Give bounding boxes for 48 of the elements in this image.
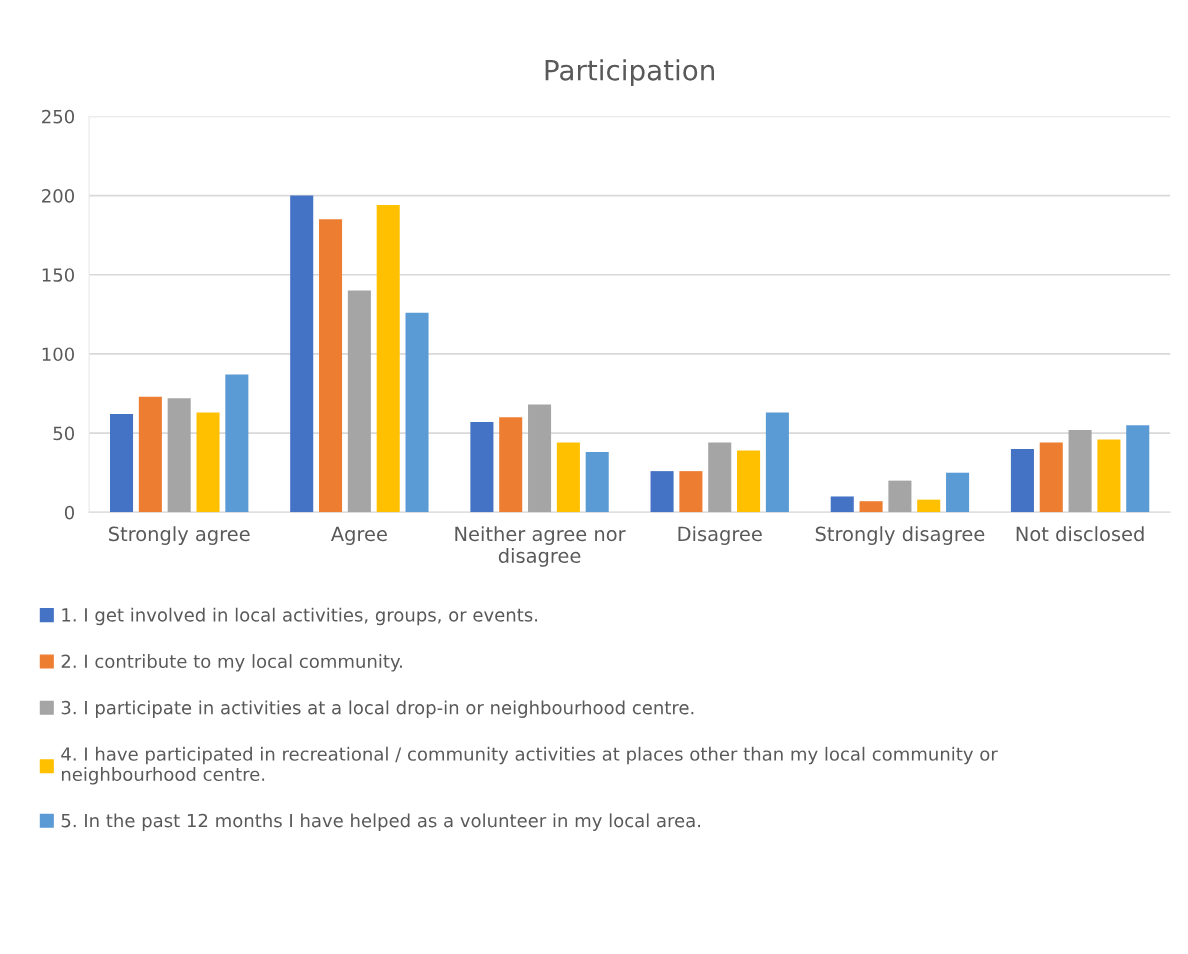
y-tick-label: 250 [42,109,75,124]
bar [290,195,314,513]
bar [946,472,970,513]
x-tick-label: Not disclosed [1016,526,1144,542]
bar [679,471,703,513]
legend-label: 4. I have participated in recreational / community activities at places other than my local community or neighbourhood centre. [61,746,998,785]
bar [405,312,429,513]
bar [499,417,523,513]
bar [917,499,941,513]
bar [1097,439,1121,513]
y-tick-label: 0 [64,505,75,520]
y-tick-label: 150 [42,268,75,282]
bar [650,471,674,513]
bar [888,480,912,513]
x-tick-label: Agree [330,526,387,546]
bar [196,412,220,513]
bar [376,205,400,513]
bar [110,414,134,513]
bar [347,290,371,513]
bar [830,496,854,513]
legend-label: 3. I participate in activities at a local drop-in or neighbourhood centre. [61,700,694,718]
chart-title: Participation [545,59,714,87]
legend-label: 5. In the past 12 months I have helped as a volunteer in my local area. [61,813,701,831]
bar [737,450,761,513]
bar [528,404,552,513]
bar [708,442,732,513]
bar [167,398,191,513]
bar [765,412,789,513]
bar [1010,448,1034,513]
bar [138,396,162,513]
x-tick-label: Neither agree nor disagree [455,526,626,567]
y-tick-label: 50 [53,426,75,441]
x-tick-label: Strongly disagree [815,526,985,546]
y-tick-label: 200 [42,189,75,203]
x-tick-label: Strongly agree [109,526,250,546]
bar [859,501,883,513]
bar [319,219,343,513]
x-tick-label: Disagree [678,526,762,546]
bar [1068,429,1092,513]
legend-label: 2. I contribute to my local community. [61,654,402,672]
y-tick-label: 100 [42,347,75,362]
legend-label: 1. I get involved in local activities, groups, or events. [62,607,537,626]
bar [225,374,249,513]
bar [585,452,609,513]
bar [1039,442,1063,513]
bar [556,442,580,513]
bar [470,422,494,513]
bar [1126,425,1150,513]
